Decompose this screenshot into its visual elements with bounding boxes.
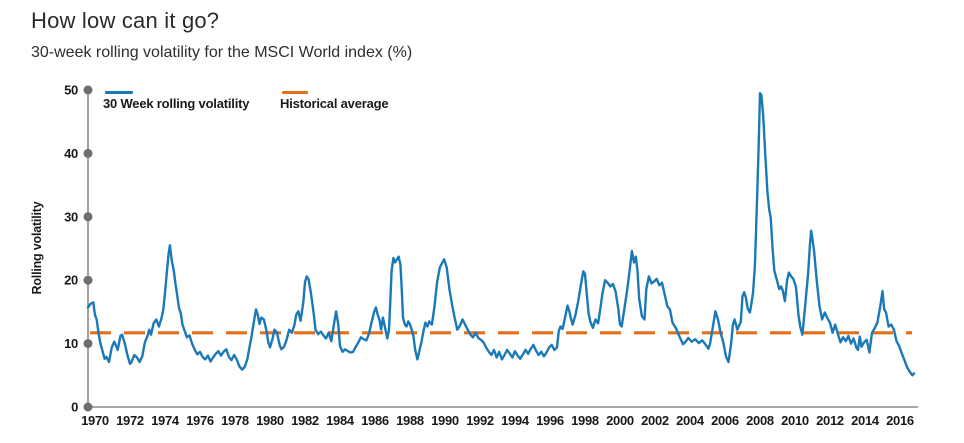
- y-axis-tick-label: 0: [71, 400, 78, 415]
- x-axis-tick-label: 1990: [431, 413, 459, 428]
- y-axis-tick-label: 30: [64, 209, 78, 224]
- x-axis-tick-label: 2008: [746, 413, 774, 428]
- chart-subtitle: 30-week rolling volatility for the MSCI …: [31, 44, 413, 61]
- y-axis-tick-dot: [83, 85, 93, 95]
- x-axis-tick-label: 2002: [641, 413, 669, 428]
- x-axis-tick-label: 1976: [186, 413, 214, 428]
- x-axis-tick-label: 1986: [361, 413, 389, 428]
- x-axis-tick-label: 1998: [571, 413, 599, 428]
- x-axis-tick-label: 2004: [676, 413, 705, 428]
- legend-label-volatility: 30 Week rolling volatility: [103, 96, 250, 111]
- x-axis-tick-label: 1994: [501, 413, 530, 428]
- x-axis-tick-label: 2012: [816, 413, 844, 428]
- x-axis-tick-label: 1972: [116, 413, 144, 428]
- x-axis-tick-label: 2000: [606, 413, 634, 428]
- x-axis-tick-label: 1992: [466, 413, 494, 428]
- x-axis-tick-label: 1988: [396, 413, 424, 428]
- volatility-line-swatch: [105, 91, 133, 94]
- x-axis-tick-label: 1982: [291, 413, 319, 428]
- x-axis-tick-label: 2010: [781, 413, 809, 428]
- x-axis-tick-label: 2014: [851, 413, 880, 428]
- page-title: How low can it go?: [31, 8, 220, 33]
- x-axis-tick-label: 1980: [256, 413, 284, 428]
- y-axis-tick-label: 10: [64, 336, 78, 351]
- y-axis-title: Rolling volatility: [30, 201, 44, 295]
- y-axis-tick-label: 40: [64, 146, 78, 161]
- legend-label-average: Historical average: [280, 96, 389, 111]
- x-axis-tick-label: 1970: [81, 413, 109, 428]
- x-axis-tick-label: 1974: [151, 413, 180, 428]
- y-axis-tick-dot: [83, 275, 93, 285]
- y-axis-tick-dot: [83, 148, 93, 158]
- average-line-swatch: [282, 91, 308, 94]
- volatility-line: [86, 91, 916, 377]
- x-axis-tick-label: 1978: [221, 413, 249, 428]
- x-axis-tick-label: 2006: [711, 413, 739, 428]
- x-axis-tick-label: 2016: [886, 413, 914, 428]
- y-axis-tick-dot: [83, 402, 93, 412]
- y-axis-tick-dot: [83, 339, 93, 349]
- x-axis-tick-label: 1996: [536, 413, 564, 428]
- x-axis-tick-label: 1984: [326, 413, 355, 428]
- y-axis-tick-label: 20: [64, 273, 78, 288]
- y-axis-tick-dot: [83, 212, 93, 222]
- y-axis-tick-label: 50: [64, 83, 78, 98]
